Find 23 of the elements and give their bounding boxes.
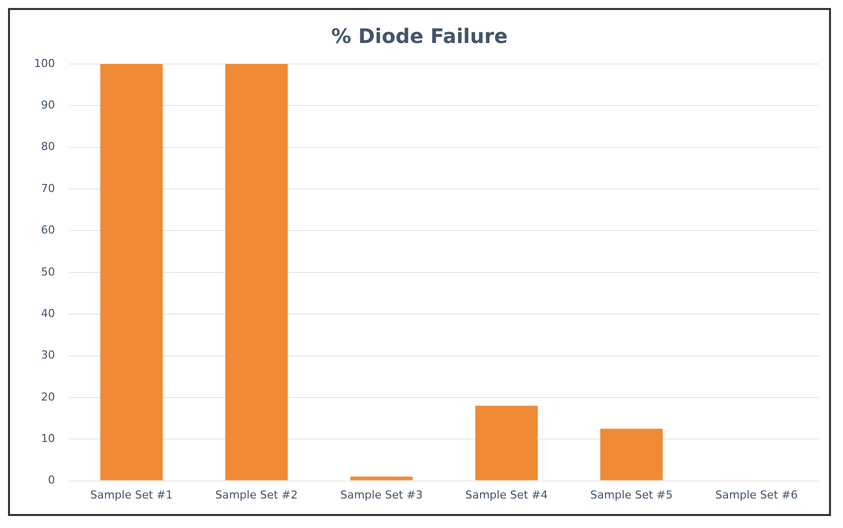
y-tick-label: 80: [40, 140, 55, 154]
chart-title: % Diode Failure: [331, 24, 508, 48]
x-tick-label: Sample Set #2: [215, 488, 298, 502]
x-tick-label: Sample Set #3: [340, 488, 423, 502]
y-tick-label: 40: [40, 306, 55, 320]
y-tick-label: 90: [40, 98, 55, 112]
y-tick-label: 10: [40, 432, 55, 445]
y-tick-label: 30: [40, 348, 55, 362]
y-tick-label: 100: [34, 56, 55, 70]
y-tick-label: 70: [40, 182, 55, 195]
x-tick-label: Sample Set #4: [465, 488, 548, 502]
bar: [225, 64, 288, 480]
y-tick-label: 20: [40, 390, 55, 404]
bar: [600, 428, 663, 480]
bar: [475, 406, 538, 480]
x-tick-label: Sample Set #1: [90, 488, 173, 502]
x-tick-label: Sample Set #6: [715, 488, 798, 502]
x-tick-label: Sample Set #5: [590, 488, 673, 502]
y-tick-label: 0: [48, 474, 55, 487]
bar: [350, 476, 413, 480]
bar: [100, 64, 163, 480]
y-tick-label: 60: [40, 224, 55, 237]
y-tick-label: 50: [40, 265, 55, 278]
